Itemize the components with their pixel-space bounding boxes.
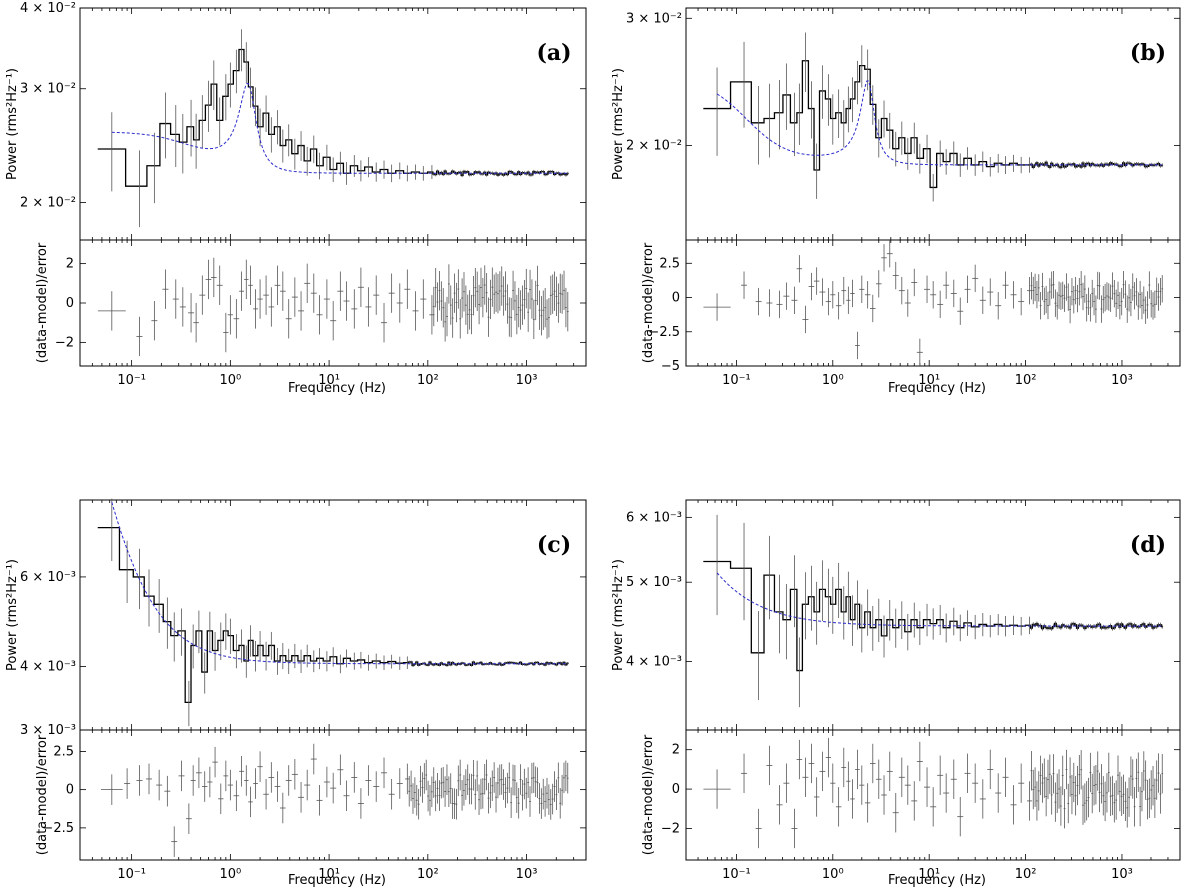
y-tick-label: 2 × 10⁻² (626, 139, 682, 154)
x-tick-label: 10¹ (318, 373, 340, 388)
y-axis-label-residual: (data-model)/error (641, 734, 656, 855)
y-axis-label-residual: (data-model)/error (641, 242, 656, 363)
x-tick-label: 10² (417, 867, 439, 882)
x-tick-label: 10⁰ (822, 373, 844, 388)
residual-tick-label: 0 (672, 782, 680, 797)
residual-tick-label: 2.5 (659, 256, 680, 271)
data-step-line (703, 60, 1164, 189)
y-tick-label: 6 × 10⁻³ (20, 570, 76, 585)
residual-tick-label: 2 (672, 743, 680, 758)
residual-tick-label: 0 (672, 291, 680, 306)
x-tick-label: 10⁻¹ (722, 373, 751, 388)
y-tick-label: 4 × 10⁻³ (20, 659, 76, 674)
residual-tick-label: −2.5 (648, 325, 680, 340)
x-tick-label: 10⁻¹ (722, 867, 751, 882)
model-curve (716, 80, 1162, 166)
residual-tick-label: −2.5 (42, 821, 74, 836)
residual-plot-frame (685, 239, 1181, 367)
panel-b: 10⁻¹ 10⁰ 10¹ 10² 10³ Frequency (Hz) 2 × 10⁻² 3 … (611, 7, 1181, 396)
residual-plot-frame (685, 729, 1181, 861)
residual-tick-label: 2 (66, 257, 74, 272)
x-tick-label: 10³ (516, 867, 538, 882)
model-curve (716, 572, 1162, 627)
x-tick-label: 10⁰ (822, 867, 844, 882)
panel-title: (b) (1130, 40, 1166, 66)
x-tick-label: 10⁰ (219, 867, 241, 882)
x-tick-label: 10¹ (918, 867, 940, 882)
y-tick-label: 3 × 10⁻² (626, 11, 682, 26)
x-tick-label: 10⁻¹ (117, 867, 146, 882)
y-axis-label-power: Power (rms²Hz⁻¹) (5, 68, 20, 180)
residual-tick-label: 0 (66, 296, 74, 311)
y-axis-label-power: Power (rms²Hz⁻¹) (5, 559, 20, 671)
panel-title: (c) (537, 532, 571, 558)
panel-a: 10⁻¹ 10⁰ 10¹ 10² 10³ Frequency (Hz) 2 × 10⁻² 3 … (5, 1, 587, 396)
y-axis-label-residual: (data-model)/error (35, 734, 50, 855)
x-axis-label: Frequency (Hz) (888, 873, 986, 888)
y-axis-label-power: Power (rms²Hz⁻¹) (611, 559, 626, 671)
x-tick-label: 10¹ (318, 867, 340, 882)
residual-tick-label: 0 (66, 783, 74, 798)
x-tick-label: 10⁻¹ (117, 373, 146, 388)
x-tick-label: 10³ (1111, 373, 1133, 388)
power-plot-frame (79, 499, 587, 731)
y-tick-label: 4 × 10⁻² (20, 1, 76, 16)
panel-d: 10⁻¹ 10⁰ 10¹ 10² 10³ Frequency (Hz) 4 × 10⁻³ 5 … (611, 499, 1181, 888)
y-tick-label: 3 × 10⁻² (20, 82, 76, 97)
model-curve (111, 82, 568, 174)
power-plot-frame (685, 7, 1181, 241)
panel-c: 10⁻¹ 10⁰ 10¹ 10² 10³ Frequency (Hz) 3 × 10⁻³ 4 … (5, 498, 587, 888)
panel-title: (d) (1130, 532, 1166, 558)
residual-tick-label: −2 (55, 335, 74, 350)
panel-title: (a) (536, 40, 571, 66)
y-axis-label-residual: (data-model)/error (35, 242, 50, 363)
y-tick-label: 6 × 10⁻³ (626, 510, 682, 525)
x-tick-label: 10² (1015, 373, 1037, 388)
x-tick-label: 10³ (516, 373, 538, 388)
x-axis-label: Frequency (Hz) (288, 873, 386, 888)
y-tick-label: 4 × 10⁻³ (626, 655, 682, 670)
y-tick-label: 3 × 10⁻³ (20, 723, 76, 738)
power-plot-frame (79, 7, 587, 241)
y-tick-label: 2 × 10⁻² (20, 196, 76, 211)
x-tick-label: 10² (1015, 867, 1037, 882)
x-axis-label: Frequency (Hz) (888, 381, 986, 396)
y-tick-label: 5 × 10⁻³ (626, 575, 682, 590)
residual-plot-frame (79, 729, 587, 861)
x-tick-label: 10¹ (918, 373, 940, 388)
residual-tick-label: −2 (661, 821, 680, 836)
y-axis-label-power: Power (rms²Hz⁻¹) (611, 68, 626, 180)
x-axis-label: Frequency (Hz) (288, 381, 386, 396)
residual-tick-label: −5 (661, 359, 680, 374)
x-tick-label: 10² (417, 373, 439, 388)
x-tick-label: 10⁰ (219, 373, 241, 388)
data-step-line (97, 526, 569, 704)
residual-tick-label: 2.5 (53, 744, 74, 759)
x-tick-label: 10³ (1111, 867, 1133, 882)
model-curve (111, 502, 568, 665)
